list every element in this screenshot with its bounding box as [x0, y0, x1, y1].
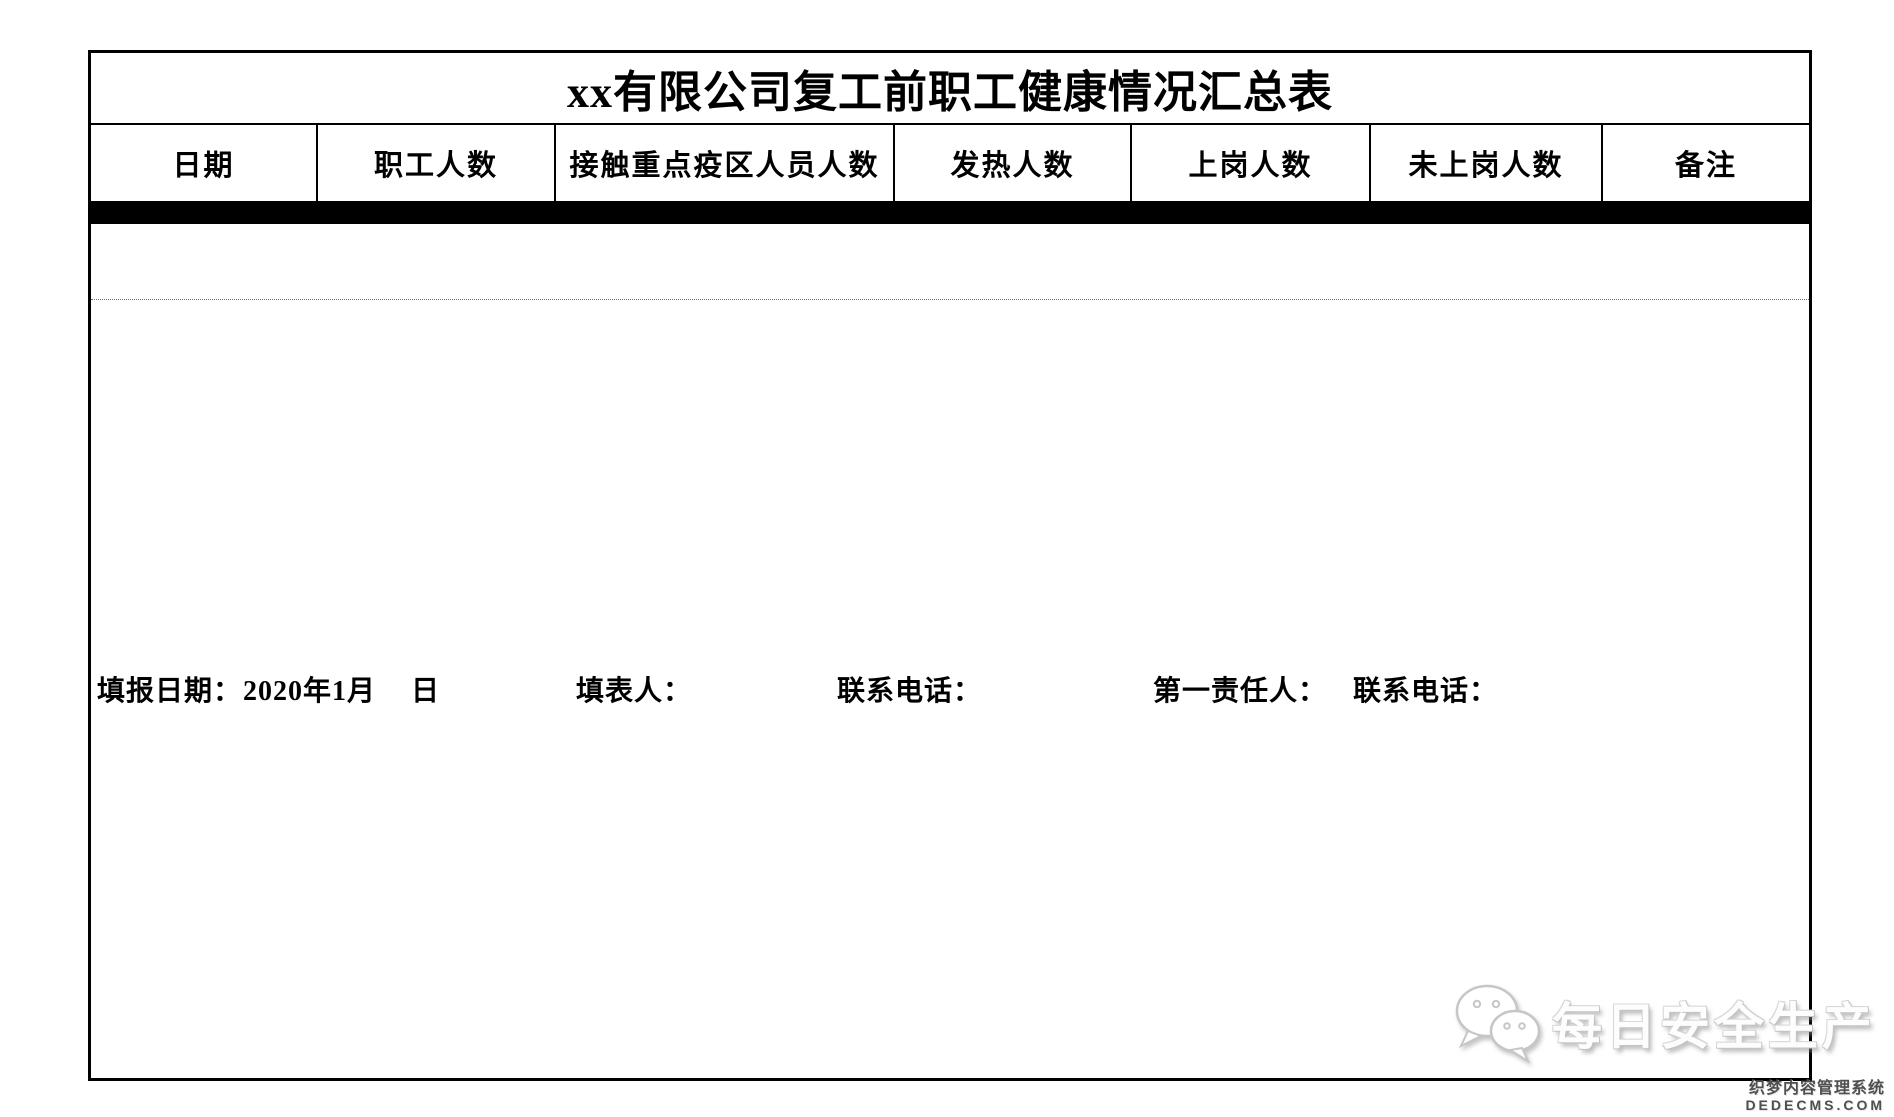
table-row	[91, 208, 1809, 210]
cms-credit: 织梦内容管理系统 DEDECMS.COM	[1745, 1080, 1885, 1113]
col-header-employee-count: 职工人数	[318, 125, 556, 201]
empty-merged-strip	[91, 224, 1809, 300]
table-row	[91, 210, 1809, 212]
col-header-epidemic-contact: 接触重点疫区人员人数	[556, 125, 895, 201]
report-date-label: 填报日期：	[97, 676, 243, 707]
phone-label-2: 联系电话：	[1353, 676, 1499, 707]
col-header-remarks: 备注	[1674, 150, 1737, 182]
table-row	[91, 204, 1809, 206]
table-row	[91, 206, 1809, 208]
cms-credit-name: 织梦内容管理系统	[1748, 1080, 1885, 1097]
table-row	[91, 216, 1809, 218]
column-header-row: 日期 职工人数 接触重点疫区人员人数 发热人数 上岗人数 未上岗人数 备注	[91, 125, 1809, 204]
col-header-off-duty-count: 未上岗人数	[1371, 125, 1603, 201]
col-header-fever-count: 发热人数	[895, 125, 1132, 201]
health-summary-form: xx有限公司复工前职工健康情况汇总表 日期 职工人数 接触重点疫区人员人数 发热…	[88, 50, 1812, 1081]
col-header-on-duty-count: 上岗人数	[1132, 125, 1371, 201]
cms-credit-domain: DEDECMS.COM	[1745, 1096, 1885, 1113]
table-row	[91, 214, 1809, 216]
table-row	[91, 218, 1809, 220]
table-body	[91, 204, 1809, 224]
report-day-suffix: 日	[411, 676, 441, 707]
form-filler-label: 填表人：	[576, 676, 693, 707]
table-row	[91, 222, 1809, 224]
phone-label-1: 联系电话：	[837, 676, 983, 707]
table-row	[91, 220, 1809, 222]
report-date-value: 2020年1月	[243, 676, 377, 707]
table-row	[91, 212, 1809, 214]
col-header-date: 日期	[91, 125, 318, 201]
form-title: xx有限公司复工前职工健康情况汇总表	[91, 53, 1809, 125]
responsible-person-label: 第一责任人：	[1153, 676, 1328, 707]
footer-fill-line: 填报日期： 2020年1月 日 填表人： 联系电话： 第一责任人： 联系电话：	[91, 300, 1809, 1078]
